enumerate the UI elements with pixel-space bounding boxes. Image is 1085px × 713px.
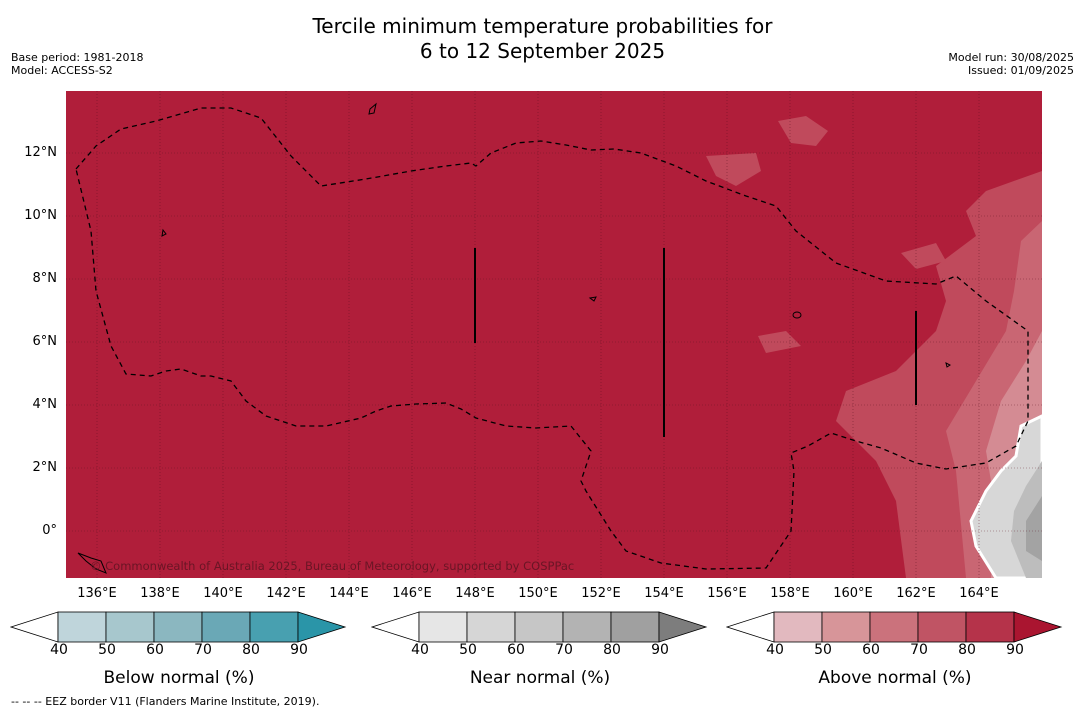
below-segment-2 — [153, 611, 203, 643]
near-tick-60: 60 — [507, 642, 525, 658]
above-normal-patch-mid — [706, 153, 761, 186]
lon-label-144e: 144°E — [329, 586, 369, 601]
above-tick-80: 80 — [958, 642, 976, 658]
map-panel[interactable]: © Commonwealth of Australia 2025, Bureau… — [66, 91, 1042, 578]
below-segment-4 — [249, 611, 299, 643]
lon-label-162e: 162°E — [896, 586, 936, 601]
lon-label-136e: 136°E — [77, 586, 117, 601]
above-upper-extend — [1013, 611, 1063, 643]
above-segment-0 — [773, 611, 823, 643]
lat-label-4n: 4°N — [32, 397, 58, 412]
near-normal-70-region — [1026, 496, 1042, 561]
below-tick-40: 40 — [50, 642, 68, 658]
lon-label-150e: 150°E — [518, 586, 558, 601]
near-normal-title: Near normal (%) — [469, 668, 611, 688]
lat-label-8n: 8°N — [32, 271, 58, 286]
near-lower-extend — [371, 611, 420, 643]
near-segment-4 — [610, 611, 660, 643]
lat-label-12n: 12°N — [24, 145, 57, 160]
above-normal-title: Above normal (%) — [818, 668, 972, 688]
lon-label-142e: 142°E — [266, 586, 306, 601]
near-upper-extend — [658, 611, 708, 643]
near-tick-70: 70 — [555, 642, 573, 658]
above-segment-2 — [869, 611, 919, 643]
above-tick-60: 60 — [862, 642, 880, 658]
probability-map[interactable]: © Commonwealth of Australia 2025, Bureau… — [66, 91, 1042, 578]
below-tick-50: 50 — [98, 642, 116, 658]
above-tick-50: 50 — [814, 642, 832, 658]
above-lower-extend — [726, 611, 775, 643]
near-tick-80: 80 — [603, 642, 621, 658]
above-segment-3 — [917, 611, 967, 643]
above-normal-background — [66, 91, 1042, 578]
colorbar-above-normal — [726, 611, 1063, 643]
above-segment-1 — [821, 611, 871, 643]
below-upper-extend — [297, 611, 347, 643]
lon-label-158e: 158°E — [770, 586, 810, 601]
lon-label-154e: 154°E — [644, 586, 684, 601]
colorbar-below-normal — [10, 611, 347, 643]
below-segment-1 — [105, 611, 155, 643]
near-tick-50: 50 — [459, 642, 477, 658]
above-segment-4 — [965, 611, 1015, 643]
metadata-right: Model run: 30/08/2025 Issued: 01/09/2025 — [948, 51, 1074, 77]
lon-label-160e: 160°E — [833, 586, 873, 601]
title-line-1: Tercile minimum temperature probabilitie… — [312, 14, 773, 38]
lon-label-138e: 138°E — [140, 586, 180, 601]
near-segment-0 — [418, 611, 468, 643]
metadata-left: Base period: 1981-2018 Model: ACCESS-S2 — [11, 51, 143, 77]
lon-label-156e: 156°E — [707, 586, 747, 601]
above-tick-40: 40 — [766, 642, 784, 658]
above-normal-patch-north — [778, 116, 828, 146]
lon-label-148e: 148°E — [455, 586, 495, 601]
colorbar-near-normal — [371, 611, 708, 643]
below-segment-0 — [57, 611, 107, 643]
below-lower-extend — [10, 611, 59, 643]
lon-label-164e: 164°E — [959, 586, 999, 601]
graticule — [66, 91, 1042, 578]
title-line-2: 6 to 12 September 2025 — [419, 39, 666, 63]
near-segment-2 — [514, 611, 564, 643]
near-segment-3 — [562, 611, 612, 643]
model-name: Model: ACCESS-S2 — [11, 64, 113, 77]
eez-border — [75, 107, 1029, 570]
above-tick-90: 90 — [1006, 642, 1024, 658]
islands — [77, 102, 951, 574]
near-segment-1 — [466, 611, 516, 643]
base-period: Base period: 1981-2018 — [11, 51, 144, 64]
lat-label-0: 0° — [42, 523, 57, 538]
near-tick-90: 90 — [651, 642, 669, 658]
below-tick-80: 80 — [242, 642, 260, 658]
lat-label-2n: 2°N — [32, 460, 58, 475]
lat-label-10n: 10°N — [24, 208, 57, 223]
map-title: Tercile minimum temperature probabilitie… — [0, 14, 1085, 64]
near-tick-40: 40 — [411, 642, 429, 658]
above-normal-patch-east — [901, 243, 946, 269]
lon-label-140e: 140°E — [203, 586, 243, 601]
lat-label-6n: 6°N — [32, 334, 58, 349]
below-tick-60: 60 — [146, 642, 164, 658]
copyright-text: © Commonwealth of Australia 2025, Bureau… — [90, 559, 574, 573]
lon-label-146e: 146°E — [392, 586, 432, 601]
eez-footnote: -- -- -- EEZ border V11 (Flanders Marine… — [11, 695, 320, 708]
below-tick-70: 70 — [194, 642, 212, 658]
above-normal-patch-south — [758, 331, 801, 353]
below-segment-3 — [201, 611, 251, 643]
issued-date: Issued: 01/09/2025 — [967, 64, 1074, 77]
below-normal-title: Below normal (%) — [103, 668, 255, 688]
model-run: Model run: 30/08/2025 — [948, 51, 1074, 64]
lon-label-152e: 152°E — [581, 586, 621, 601]
below-tick-90: 90 — [290, 642, 308, 658]
above-tick-70: 70 — [910, 642, 928, 658]
